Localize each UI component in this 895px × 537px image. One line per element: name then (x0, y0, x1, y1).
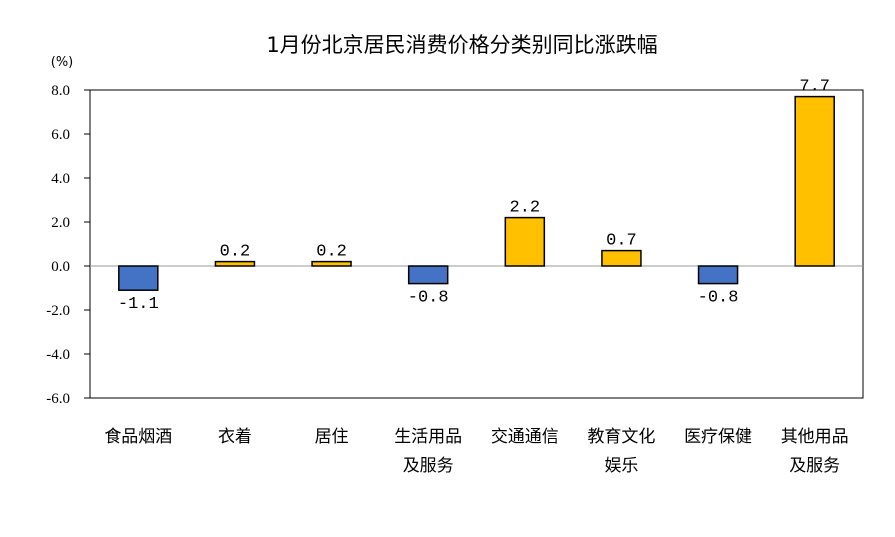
data-label: 0.2 (316, 243, 347, 262)
bar (601, 249, 642, 267)
data-label: -1.1 (118, 295, 159, 314)
data-label: 0.7 (606, 232, 637, 251)
y-tick-label: 4.0 (51, 171, 70, 187)
y-tick-label: 6.0 (51, 127, 70, 143)
y-tick-label: 8.0 (51, 83, 70, 99)
bar (118, 265, 159, 291)
y-axis: 8.0 6.0 4.0 2.0 0.0 -2.0 -4.0 -6.0 (46, 83, 863, 407)
bar (697, 265, 739, 285)
data-label: -0.8 (408, 289, 449, 308)
x-tick-label: 及服务 (789, 456, 840, 476)
x-tick-label: 娱乐 (604, 456, 638, 476)
x-tick-label: 生活用品 (394, 427, 462, 447)
data-label: 7.7 (799, 78, 830, 97)
y-tick-label: -2.0 (46, 303, 70, 319)
bar (214, 260, 256, 267)
x-tick-label: 食品烟酒 (104, 427, 172, 447)
x-tick-label: 其他用品 (781, 427, 849, 447)
chart-title: 1月份北京居民消费价格分类别同比涨跌幅 (266, 33, 657, 57)
x-tick-label: 医疗保健 (684, 427, 752, 447)
x-tick-label: 及服务 (403, 456, 454, 476)
plot-area-frame (89, 89, 864, 399)
data-label: 2.2 (510, 199, 541, 218)
y-axis-unit-label: (%) (51, 55, 74, 70)
bar (504, 216, 546, 267)
x-tick-label: 教育文化 (587, 427, 655, 447)
bar (311, 260, 352, 267)
bar (794, 95, 835, 267)
data-label: -0.8 (698, 289, 739, 308)
x-tick-label: 居住 (315, 427, 349, 447)
x-tick-label: 衣着 (218, 427, 252, 447)
data-label: 0.2 (220, 243, 251, 262)
y-tick-label: 0.0 (51, 259, 70, 275)
x-tick-label: 交通通信 (491, 427, 559, 447)
bars-group: -1.1 0.2 0.2 -0.8 2.2 0.7 -0.8 7.7 (118, 78, 835, 314)
bar (407, 265, 449, 285)
y-tick-label: -4.0 (46, 347, 70, 363)
y-tick-label: -6.0 (46, 391, 70, 407)
y-tick-label: 2.0 (51, 215, 70, 231)
